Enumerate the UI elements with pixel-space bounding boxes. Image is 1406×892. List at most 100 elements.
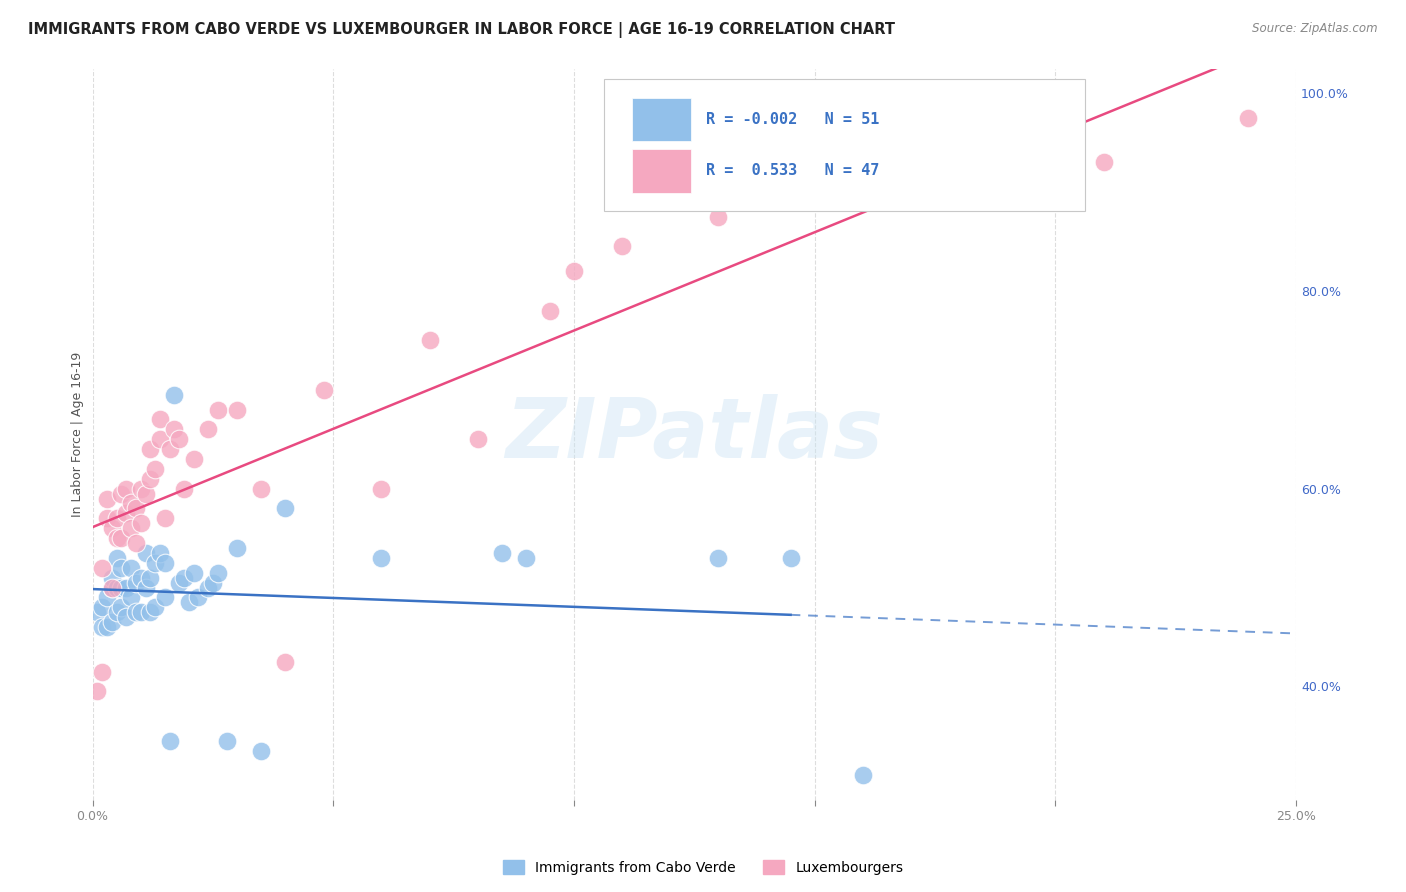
Point xyxy=(153,591,176,605)
Point xyxy=(96,620,118,634)
Point xyxy=(163,388,186,402)
Point xyxy=(707,210,730,224)
Point xyxy=(120,521,142,535)
Point xyxy=(105,581,128,595)
Text: ZIPatlas: ZIPatlas xyxy=(505,393,883,475)
Point xyxy=(149,432,172,446)
Point xyxy=(101,581,124,595)
Point xyxy=(173,482,195,496)
Point xyxy=(852,165,875,179)
Point xyxy=(101,521,124,535)
Point xyxy=(96,491,118,506)
Point xyxy=(707,550,730,565)
Point xyxy=(105,531,128,545)
Point xyxy=(217,733,239,747)
Point xyxy=(515,550,537,565)
Text: Source: ZipAtlas.com: Source: ZipAtlas.com xyxy=(1253,22,1378,36)
Point xyxy=(163,422,186,436)
Point xyxy=(96,511,118,525)
Point xyxy=(153,511,176,525)
Point xyxy=(96,591,118,605)
Point xyxy=(226,402,249,417)
Point xyxy=(91,560,114,574)
Point xyxy=(173,571,195,585)
Point xyxy=(120,496,142,510)
Point xyxy=(110,486,132,500)
Point xyxy=(139,571,162,585)
Point xyxy=(197,581,219,595)
Point xyxy=(139,442,162,456)
Point xyxy=(183,566,205,580)
Point xyxy=(105,511,128,525)
Point xyxy=(115,507,138,521)
FancyBboxPatch shape xyxy=(631,149,690,193)
Point xyxy=(105,550,128,565)
Point xyxy=(370,550,392,565)
Point xyxy=(201,575,224,590)
Point xyxy=(129,482,152,496)
Point xyxy=(91,620,114,634)
Point xyxy=(110,581,132,595)
Point xyxy=(115,610,138,624)
Point xyxy=(538,303,561,318)
Point xyxy=(153,556,176,570)
Text: IMMIGRANTS FROM CABO VERDE VS LUXEMBOURGER IN LABOR FORCE | AGE 16-19 CORRELATIO: IMMIGRANTS FROM CABO VERDE VS LUXEMBOURG… xyxy=(28,22,896,38)
Point xyxy=(120,560,142,574)
Legend: Immigrants from Cabo Verde, Luxembourgers: Immigrants from Cabo Verde, Luxembourger… xyxy=(498,855,908,880)
Point xyxy=(101,615,124,629)
Point xyxy=(110,531,132,545)
Point xyxy=(101,571,124,585)
FancyBboxPatch shape xyxy=(631,98,690,141)
Point xyxy=(115,482,138,496)
Point xyxy=(125,501,148,516)
Point xyxy=(125,536,148,550)
Point xyxy=(159,442,181,456)
Point xyxy=(312,383,335,397)
Text: R = -0.002   N = 51: R = -0.002 N = 51 xyxy=(706,112,880,128)
Point xyxy=(135,486,157,500)
Point xyxy=(86,605,108,619)
Point xyxy=(197,422,219,436)
Point xyxy=(143,556,166,570)
Point xyxy=(139,472,162,486)
Point xyxy=(177,595,200,609)
Point xyxy=(419,334,441,348)
Point xyxy=(467,432,489,446)
Point xyxy=(149,546,172,560)
Point xyxy=(159,733,181,747)
Point xyxy=(250,482,273,496)
Point xyxy=(207,402,229,417)
Point xyxy=(610,239,633,253)
Point xyxy=(143,600,166,615)
Point xyxy=(852,768,875,782)
Point xyxy=(370,482,392,496)
Point xyxy=(129,605,152,619)
Point xyxy=(183,452,205,467)
Point xyxy=(562,264,585,278)
Point xyxy=(125,605,148,619)
Point xyxy=(110,600,132,615)
Point xyxy=(115,581,138,595)
Point xyxy=(779,550,801,565)
Point xyxy=(135,581,157,595)
Point xyxy=(274,655,297,669)
Point xyxy=(250,744,273,758)
Text: R =  0.533   N = 47: R = 0.533 N = 47 xyxy=(706,163,880,178)
Y-axis label: In Labor Force | Age 16-19: In Labor Force | Age 16-19 xyxy=(72,351,84,517)
Point xyxy=(167,432,190,446)
Point xyxy=(110,560,132,574)
Point xyxy=(491,546,513,560)
Point xyxy=(187,591,209,605)
Point xyxy=(135,546,157,560)
Point xyxy=(120,591,142,605)
Point xyxy=(101,581,124,595)
Point xyxy=(149,412,172,426)
Point xyxy=(1092,155,1115,169)
Point xyxy=(129,516,152,531)
Point xyxy=(105,605,128,619)
Point xyxy=(226,541,249,555)
FancyBboxPatch shape xyxy=(605,79,1085,211)
Point xyxy=(1237,111,1260,125)
Point xyxy=(86,684,108,698)
Point xyxy=(91,665,114,679)
